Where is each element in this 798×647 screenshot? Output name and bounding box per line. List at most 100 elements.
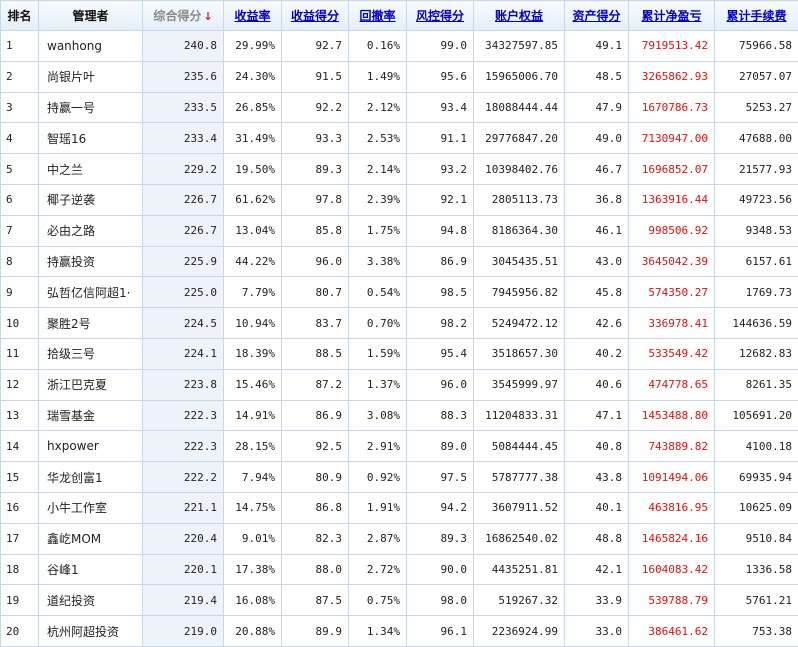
cell-manager: 鑫屹MOM (39, 523, 143, 554)
cell-drawdown: 2.72% (349, 554, 407, 585)
cell-return-rate: 24.30% (224, 61, 282, 92)
cell-manager: 浙江巴克夏 (39, 369, 143, 400)
cell-drawdown: 3.08% (349, 400, 407, 431)
cell-asset-score: 40.1 (565, 492, 629, 523)
cell-net-profit: 1363916.44 (629, 184, 715, 215)
cell-fees: 8261.35 (715, 369, 798, 400)
cell-manager: 必由之路 (39, 215, 143, 246)
cell-score: 235.6 (143, 61, 224, 92)
cell-manager: wanhong (39, 31, 143, 62)
cell-rank: 14 (1, 431, 39, 462)
cell-drawdown: 0.16% (349, 31, 407, 62)
header-return-rate-sort[interactable]: 收益率 (224, 1, 282, 31)
cell-fees: 6157.61 (715, 246, 798, 277)
cell-asset-score: 46.7 (565, 154, 629, 185)
cell-return-rate: 18.39% (224, 338, 282, 369)
header-net-profit-sort[interactable]: 累计净盈亏 (629, 1, 715, 31)
cell-return-rate: 7.94% (224, 462, 282, 493)
cell-score: 240.8 (143, 31, 224, 62)
cell-return-score: 87.2 (282, 369, 349, 400)
header-drawdown-sort[interactable]: 回撤率 (349, 1, 407, 31)
cell-manager: 道纪投资 (39, 585, 143, 616)
cell-drawdown: 1.59% (349, 338, 407, 369)
cell-drawdown: 2.39% (349, 184, 407, 215)
cell-manager: 持赢一号 (39, 92, 143, 123)
cell-return-rate: 10.94% (224, 308, 282, 339)
cell-risk-score: 93.2 (407, 154, 474, 185)
cell-rank: 17 (1, 523, 39, 554)
header-score-sort[interactable]: 综合得分↓ (143, 1, 224, 31)
cell-manager: 聚胜2号 (39, 308, 143, 339)
cell-net-profit: 1465824.16 (629, 523, 715, 554)
cell-manager: 中之兰 (39, 154, 143, 185)
cell-return-score: 93.3 (282, 123, 349, 154)
cell-drawdown: 1.34% (349, 616, 407, 647)
header-asset-score-sort[interactable]: 资产得分 (565, 1, 629, 31)
header-fees-sort[interactable]: 累计手续费 (715, 1, 798, 31)
cell-risk-score: 95.6 (407, 61, 474, 92)
header-return-score-sort[interactable]: 收益得分 (282, 1, 349, 31)
cell-asset-score: 47.9 (565, 92, 629, 123)
cell-fees: 49723.56 (715, 184, 798, 215)
cell-fees: 144636.59 (715, 308, 798, 339)
cell-return-score: 92.7 (282, 31, 349, 62)
cell-return-score: 97.8 (282, 184, 349, 215)
cell-return-rate: 26.85% (224, 92, 282, 123)
cell-rank: 3 (1, 92, 39, 123)
cell-rank: 12 (1, 369, 39, 400)
cell-return-rate: 14.91% (224, 400, 282, 431)
cell-return-rate: 17.38% (224, 554, 282, 585)
cell-fees: 105691.20 (715, 400, 798, 431)
cell-net-profit: 474778.65 (629, 369, 715, 400)
cell-equity: 5084444.45 (474, 431, 565, 462)
cell-risk-score: 88.3 (407, 400, 474, 431)
cell-drawdown: 2.12% (349, 92, 407, 123)
cell-net-profit: 743889.82 (629, 431, 715, 462)
cell-return-rate: 28.15% (224, 431, 282, 462)
cell-net-profit: 1604083.42 (629, 554, 715, 585)
cell-risk-score: 93.4 (407, 92, 474, 123)
cell-manager: 杭州阿超投资 (39, 616, 143, 647)
cell-score: 222.2 (143, 462, 224, 493)
cell-return-rate: 31.49% (224, 123, 282, 154)
cell-risk-score: 98.2 (407, 308, 474, 339)
cell-return-rate: 15.46% (224, 369, 282, 400)
cell-manager: 弘哲亿信阿超1· (39, 277, 143, 308)
cell-equity: 15965006.70 (474, 61, 565, 92)
cell-net-profit: 336978.41 (629, 308, 715, 339)
cell-risk-score: 86.9 (407, 246, 474, 277)
cell-risk-score: 98.0 (407, 585, 474, 616)
cell-score: 222.3 (143, 431, 224, 462)
cell-equity: 3045435.51 (474, 246, 565, 277)
cell-return-score: 82.3 (282, 523, 349, 554)
cell-score: 219.0 (143, 616, 224, 647)
cell-score: 226.7 (143, 215, 224, 246)
header-score-label: 综合得分 (153, 9, 201, 23)
cell-rank: 11 (1, 338, 39, 369)
cell-score: 225.9 (143, 246, 224, 277)
header-equity-sort[interactable]: 账户权益 (474, 1, 565, 31)
cell-rank: 8 (1, 246, 39, 277)
header-rank: 排名 (1, 1, 39, 31)
cell-equity: 18088444.44 (474, 92, 565, 123)
cell-risk-score: 89.3 (407, 523, 474, 554)
cell-rank: 4 (1, 123, 39, 154)
cell-manager: 华龙创富1 (39, 462, 143, 493)
header-risk-score-sort[interactable]: 风控得分 (407, 1, 474, 31)
cell-rank: 20 (1, 616, 39, 647)
cell-equity: 10398402.76 (474, 154, 565, 185)
cell-net-profit: 574350.27 (629, 277, 715, 308)
cell-manager: 持赢投资 (39, 246, 143, 277)
cell-equity: 11204833.31 (474, 400, 565, 431)
cell-net-profit: 7919513.42 (629, 31, 715, 62)
cell-risk-score: 94.8 (407, 215, 474, 246)
cell-return-score: 80.9 (282, 462, 349, 493)
cell-net-profit: 533549.42 (629, 338, 715, 369)
